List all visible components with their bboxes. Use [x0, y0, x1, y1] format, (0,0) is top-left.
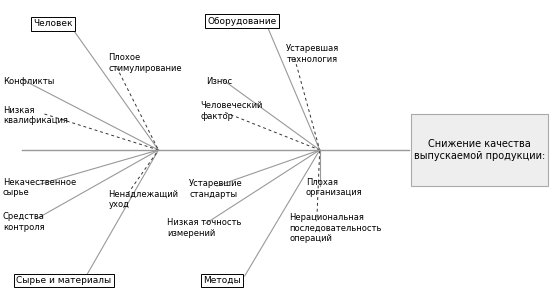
Text: Устаревшая
технология: Устаревшая технология	[286, 44, 340, 64]
Text: Снижение качества
выпускаемой продукции:: Снижение качества выпускаемой продукции:	[414, 139, 545, 161]
Text: Износ: Износ	[206, 76, 232, 85]
Text: Человек: Человек	[33, 20, 73, 28]
Text: Некачественное
сырье: Некачественное сырье	[3, 178, 76, 197]
Text: Плохое
стимулирование: Плохое стимулирование	[108, 53, 182, 73]
Text: Сырье и материалы: Сырье и материалы	[16, 276, 112, 285]
Text: Человеческий
фактор: Человеческий фактор	[200, 101, 262, 121]
Text: Устаревшие
стандарты: Устаревшие стандарты	[189, 179, 243, 199]
Text: Методы: Методы	[203, 276, 241, 285]
Text: Ненадлежащий
уход: Ненадлежащий уход	[108, 190, 178, 209]
Text: Низкая
квалификация: Низкая квалификация	[3, 106, 68, 125]
Text: Конфликты: Конфликты	[3, 76, 54, 85]
Text: Нерациональная
последовательность
операций: Нерациональная последовательность операц…	[289, 213, 381, 243]
Text: Плохая
организация: Плохая организация	[306, 178, 363, 197]
Text: Средства
контроля: Средства контроля	[3, 212, 44, 232]
Text: Низкая точность
измерений: Низкая точность измерений	[167, 218, 241, 238]
Text: Оборудование: Оборудование	[207, 16, 276, 26]
FancyBboxPatch shape	[411, 114, 548, 186]
